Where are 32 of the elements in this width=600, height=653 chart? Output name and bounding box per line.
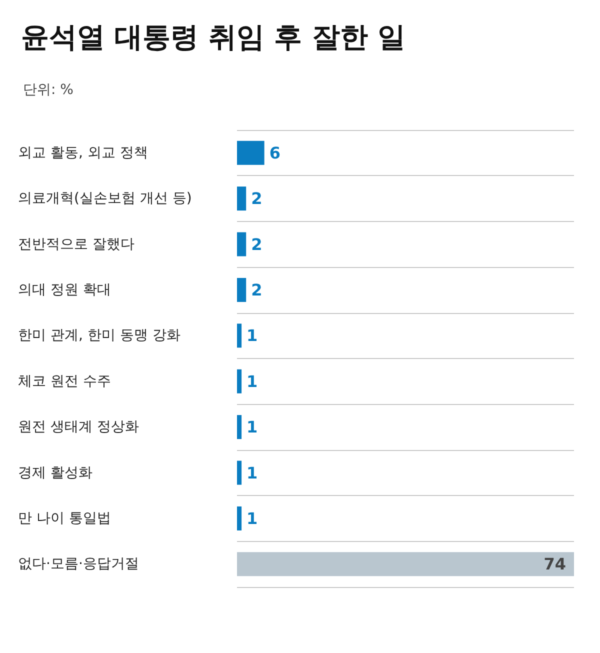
data-label: 74 <box>544 554 566 574</box>
y-tick-label: 전반적으로 잘했다 <box>18 236 134 252</box>
data-label: 1 <box>246 326 258 346</box>
bar <box>237 369 242 394</box>
y-tick-label: 경제 활성화 <box>18 464 92 481</box>
text: 단위: % <box>23 82 74 98</box>
data-label: 1 <box>246 508 258 528</box>
bar <box>237 460 242 485</box>
data-label: 1 <box>246 463 258 482</box>
data-label: 1 <box>246 418 258 437</box>
data-label: 1 <box>246 372 258 391</box>
y-tick-label: 의료개혁(실손보험 개선 등) <box>18 190 192 207</box>
data-label: 2 <box>251 234 262 254</box>
bar <box>237 186 246 211</box>
y-tick-label: 원전 생태계 정상화 <box>18 419 139 436</box>
bar <box>237 140 264 165</box>
chart-title: 윤석열 대통령 취임 후 잘한 일 <box>21 20 406 54</box>
bar <box>237 552 574 576</box>
y-tick-label: 외교 활동, 외교 정책 <box>18 144 148 161</box>
y-tick-label: 한미 관계, 한미 동맹 강화 <box>18 328 180 344</box>
y-tick-label: 체코 원전 수주 <box>18 373 111 390</box>
bar <box>237 415 242 440</box>
bar <box>237 324 242 348</box>
y-tick-label: 의대 정원 확대 <box>18 282 111 298</box>
bar <box>237 278 246 302</box>
bar <box>237 506 242 530</box>
y-tick-label: 만 나이 통일법 <box>18 510 111 526</box>
data-label: 2 <box>251 189 262 208</box>
bar <box>237 232 246 256</box>
data-label: 2 <box>251 280 262 300</box>
y-tick-label: 없다·모름·응답거절 <box>18 556 139 572</box>
data-label: 6 <box>269 143 280 162</box>
